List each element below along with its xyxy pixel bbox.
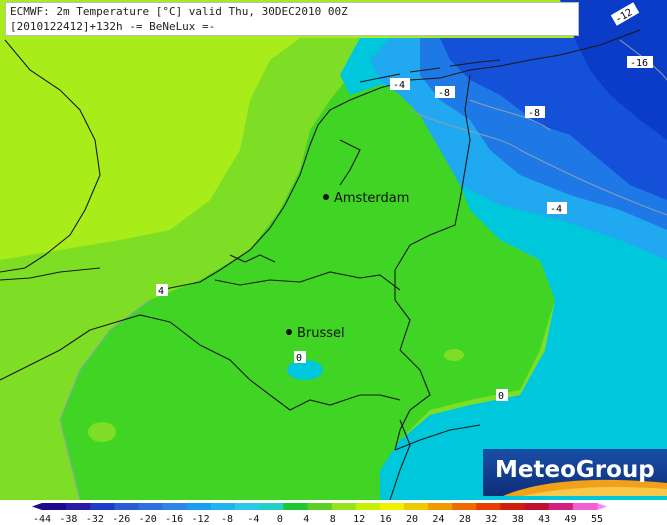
colorbar-tick-label: -20 bbox=[139, 514, 157, 525]
contour-label: 4 bbox=[156, 284, 168, 297]
svg-text:-8: -8 bbox=[438, 88, 450, 99]
colorbar-tick-label: -12 bbox=[192, 514, 210, 525]
colorbar-cell bbox=[42, 503, 67, 510]
colorbar-tick-label: 16 bbox=[380, 514, 392, 525]
colorbar-tick-label: 12 bbox=[353, 514, 365, 525]
svg-text:4: 4 bbox=[158, 286, 164, 297]
colorbar-tick-label: 20 bbox=[406, 514, 418, 525]
colorbar-tick-label: -44 bbox=[33, 514, 51, 525]
svg-text:MeteoGroup: MeteoGroup bbox=[495, 457, 655, 483]
colorbar-tick-label: 24 bbox=[432, 514, 444, 525]
header-subtitle: [2010122412]+132h -= BeNeLux =- bbox=[10, 20, 216, 33]
colorbar-cell bbox=[524, 503, 550, 510]
colorbar-tick-label: 49 bbox=[565, 514, 577, 525]
colorbar-cell bbox=[90, 503, 115, 510]
colorbar-tick-label: 4 bbox=[303, 514, 309, 525]
contour-label-group: -4 -8 -8 -4 -16 -12 4 0 0 bbox=[156, 2, 653, 402]
colorbar-cell bbox=[235, 503, 260, 510]
contour-label: -8 bbox=[525, 106, 545, 119]
colorbar-tick-label: 43 bbox=[538, 514, 550, 525]
colorbar-arrow-left bbox=[32, 503, 42, 510]
svg-text:-4: -4 bbox=[550, 204, 562, 215]
colorbar-cell bbox=[476, 503, 501, 510]
colorbar-tick-label: 8 bbox=[330, 514, 336, 525]
colorbar-cell bbox=[66, 503, 91, 510]
colorbar-cell bbox=[186, 503, 212, 510]
colorbar-cell bbox=[259, 503, 284, 510]
header-title: ECMWF: 2m Temperature [°C] valid Thu, 30… bbox=[10, 5, 348, 18]
colorbar-tick-label: 55 bbox=[591, 514, 603, 525]
colorbar-cell bbox=[162, 503, 188, 510]
colorbar-cell bbox=[452, 503, 477, 510]
colorbar-cell bbox=[403, 503, 429, 510]
colorbar-cell bbox=[355, 503, 381, 510]
colorbar-cell bbox=[283, 503, 308, 510]
colorbar-cell bbox=[572, 503, 598, 510]
field-darkest-blue bbox=[560, 0, 667, 140]
warm-pocket-2 bbox=[444, 349, 464, 361]
country-borders bbox=[0, 29, 641, 500]
colorbar-cell bbox=[379, 503, 405, 510]
svg-text:-8: -8 bbox=[528, 108, 540, 119]
colorbar-tick-label: -8 bbox=[221, 514, 233, 525]
map-header: ECMWF: 2m Temperature [°C] valid Thu, 30… bbox=[5, 2, 579, 36]
colorbar-tick-label: -38 bbox=[59, 514, 77, 525]
colorbar-tick-label: 28 bbox=[459, 514, 471, 525]
cold-pocket bbox=[287, 360, 323, 380]
contour-label: -8 bbox=[435, 86, 455, 99]
colorbar-cell bbox=[548, 503, 574, 510]
svg-text:-4: -4 bbox=[393, 80, 405, 91]
colorbar-cell bbox=[114, 503, 140, 510]
field-yellow-green-west bbox=[0, 38, 240, 255]
warm-pocket bbox=[88, 422, 116, 442]
contour-label: 0 bbox=[294, 351, 306, 364]
colorbar-tick-label: 38 bbox=[512, 514, 524, 525]
contour-label: -4 bbox=[390, 78, 410, 91]
colorbar-tick-label: 0 bbox=[277, 514, 283, 525]
colorbar-tick-label: -26 bbox=[112, 514, 130, 525]
city-amsterdam: Amsterdam bbox=[323, 191, 409, 206]
temperature-map: -4 -8 -8 -4 -16 -12 4 0 0 Amsterdam Brus… bbox=[0, 0, 667, 500]
colorbar-cell bbox=[210, 503, 236, 510]
colorbar-cell bbox=[428, 503, 453, 510]
contour-label: -4 bbox=[547, 202, 567, 215]
contour-label: 0 bbox=[496, 389, 508, 402]
colorbar-cell bbox=[138, 503, 164, 510]
contour-label: -16 bbox=[627, 56, 653, 69]
colorbar-tick-label: -4 bbox=[247, 514, 259, 525]
svg-text:Amsterdam: Amsterdam bbox=[334, 191, 409, 206]
colorbar-arrow-right bbox=[597, 503, 607, 510]
temperature-colorbar: -44 -38 -32 -26 -20 -16 -12 -8 -4 0 4 8 12 16 20 24 28 32… bbox=[32, 503, 607, 525]
colorbar-cell bbox=[307, 503, 333, 510]
svg-text:0: 0 bbox=[296, 353, 302, 364]
svg-text:Brussel: Brussel bbox=[297, 326, 345, 341]
colorbar-ticks: -44 -38 -32 -26 -20 -16 -12 -8 -4 0 4 8 12 16 20 24 28 32… bbox=[33, 514, 603, 525]
meteogroup-logo: MeteoGroup bbox=[483, 449, 667, 496]
colorbar-tick-label: -16 bbox=[165, 514, 183, 525]
city-brussel: Brussel bbox=[286, 326, 345, 341]
colorbar-cells bbox=[32, 503, 607, 510]
colorbar-tick-label: -32 bbox=[86, 514, 104, 525]
svg-text:0: 0 bbox=[498, 391, 504, 402]
colorbar-tick-label: 32 bbox=[485, 514, 497, 525]
svg-text:-16: -16 bbox=[630, 58, 648, 69]
colorbar-cell bbox=[500, 503, 526, 510]
colorbar-cell bbox=[331, 503, 357, 510]
